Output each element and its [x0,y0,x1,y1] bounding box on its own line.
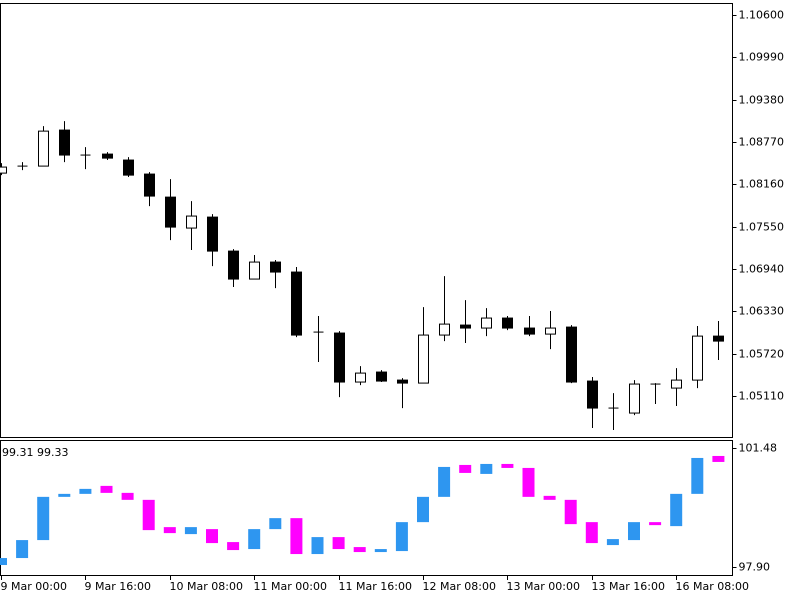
candle-body [376,371,387,382]
x-tick-label: 10 Mar 08:00 [170,580,243,593]
y-tick-label: 1.09380 [739,94,785,107]
indicator-bar [121,492,134,500]
y-tick-label: 1.08160 [739,178,785,191]
candle-body [460,324,471,329]
indicator-bar [480,463,493,474]
indicator-bar [374,549,387,553]
candle-body [418,334,429,384]
indicator-bar [649,522,662,526]
indicator-bar [142,499,155,531]
indicator-panel-frame [0,440,733,576]
candle-body [249,261,260,280]
x-tick-label: 9 Mar 16:00 [85,580,151,593]
indicator-bar [606,539,619,546]
indicator-bar [417,496,429,523]
candle-body [566,326,577,383]
candle-body [0,166,7,174]
indicator-bar [353,547,366,553]
candle-body [502,317,513,329]
candle-body [291,271,302,336]
indicator-bar [206,529,218,544]
candle-body [186,215,197,229]
indicator-bar [670,493,683,527]
candle-body [165,196,176,228]
indicator-bar [543,495,556,500]
candle-body [713,335,724,342]
indicator-bar [58,493,71,497]
indicator-bar [332,537,345,550]
candle-body [671,379,682,389]
candle-body [587,380,598,409]
candle-body [207,216,218,252]
candle-body [59,129,70,156]
x-tick-label: 13 Mar 16:00 [592,580,665,593]
indicator-bar [100,485,113,493]
x-tick-label: 12 Mar 08:00 [423,580,496,593]
indicator-bar [564,499,577,525]
indicator-bar [311,537,324,555]
x-tick-label: 9 Mar 00:00 [1,580,67,593]
indicator-header: 99.31 99.33 [2,446,68,459]
indicator-bar [269,518,282,530]
indicator-bar [248,529,261,550]
indicator-bar [0,558,7,566]
candle-body [334,332,345,383]
indicator-bar [501,463,514,468]
candle-body [123,159,134,176]
candle-body [692,335,703,381]
indicator-bar [438,466,451,497]
y-tick-label: 1.08770 [739,136,785,149]
x-tick-label: 13 Mar 00:00 [507,580,580,593]
y-tick-label: 1.06940 [739,263,785,276]
y-tick-label: 1.07550 [739,221,785,234]
y-tick-label: 1.10600 [739,9,785,22]
indicator-bar [691,457,704,494]
y-tick-label: 1.09990 [739,51,785,64]
indicator-bar [163,527,176,534]
indicator-bar [522,467,535,497]
indicator-bar [227,542,240,551]
main-panel-frame [0,3,733,438]
indicator-bar [585,522,598,544]
x-tick-label: 16 Mar 08:00 [676,580,749,593]
indicator-bar [628,522,640,541]
indicator-bar [395,522,408,552]
x-tick-label: 11 Mar 00:00 [254,580,327,593]
candle-body [397,379,408,384]
y-tick-label: 97.90 [739,561,771,574]
y-tick-label: 1.06330 [739,305,785,318]
candle-body [228,250,239,280]
x-tick-label: 11 Mar 16:00 [339,580,412,593]
candle-body [545,327,556,335]
candle-body [355,372,366,383]
y-tick-label: 101.48 [739,442,778,455]
indicator-bar [16,540,29,559]
candle-body [439,323,450,336]
y-tick-label: 1.05720 [739,348,785,361]
indicator-bar [37,496,50,541]
indicator-bar [712,455,725,462]
indicator-bar [79,488,92,494]
indicator-bar [459,464,472,473]
candle-body [270,261,281,273]
candle-body [144,173,155,197]
y-tick-label: 1.05110 [739,390,785,403]
indicator-bar [184,527,197,535]
candle-body [38,130,49,167]
candle-body [629,383,640,414]
candle-body [481,317,492,329]
candle-body [102,153,113,159]
indicator-bar [290,518,303,555]
candle-body [524,327,535,335]
